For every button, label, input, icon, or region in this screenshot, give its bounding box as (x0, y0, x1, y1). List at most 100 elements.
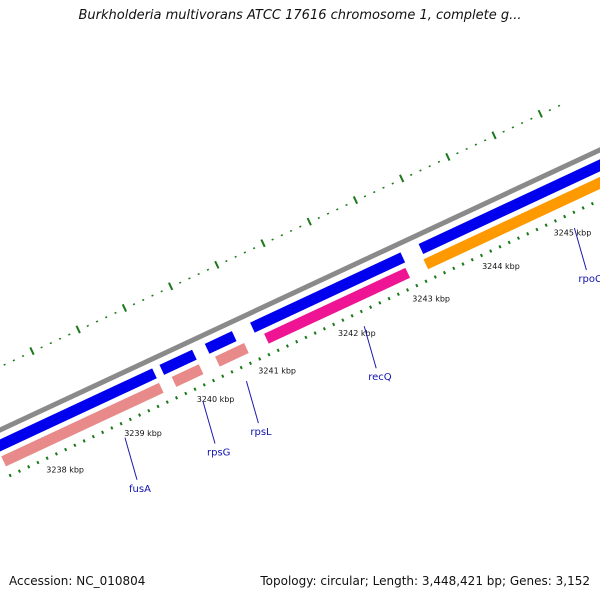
inner-tick-mark (461, 262, 465, 266)
inner-tick-mark (350, 314, 354, 318)
inner-tick-mark (359, 309, 363, 314)
outer-tick-mark (114, 311, 117, 315)
backbone-track (0, 147, 600, 433)
outer-tick-mark (151, 294, 154, 297)
scale-tick-label: 3242 kbp (338, 329, 376, 338)
inner-tick-mark (452, 266, 456, 271)
outer-tick-mark (141, 298, 145, 302)
outer-tick-mark (132, 303, 136, 306)
inner-tick-mark (27, 465, 31, 469)
label-layer: 3238 kbp 3239 kbp 3240 kbp 3241 kbp 3242 kbp… (46, 227, 600, 495)
inner-tick-mark (295, 339, 299, 344)
gene-label-leader (573, 227, 587, 271)
inner-tick-mark (526, 232, 530, 236)
outer-tick-mark (520, 121, 524, 125)
inner-tick-mark (378, 301, 382, 305)
inner-tick-mark (165, 400, 169, 404)
inner-tick-mark (54, 452, 58, 456)
inner-tick-mark (8, 473, 12, 478)
outer-tick-mark (317, 216, 321, 220)
cds-arrow (0, 368, 157, 452)
gene-label-leader (245, 380, 259, 424)
inner-tick-ring (8, 201, 594, 478)
inner-tick-mark (119, 421, 123, 426)
outer-tick-mark (428, 165, 431, 168)
outer-tick-mark (419, 169, 422, 172)
gene-label-rpoC: rpoC (578, 274, 600, 285)
outer-tick-mark (557, 104, 561, 107)
outer-tick-mark (474, 143, 478, 146)
outer-tick-mark (49, 342, 53, 345)
outer-tick-mark (234, 255, 237, 258)
outer-tick-mark (160, 290, 163, 293)
outer-tick-mark (530, 117, 533, 120)
outer-tick-mark (68, 333, 71, 336)
inner-tick-mark (45, 456, 49, 460)
inner-tick-mark (563, 214, 567, 219)
inner-tick-mark (91, 434, 95, 439)
inner-tick-mark (415, 283, 419, 288)
scale-tick-label: 3244 kbp (482, 262, 520, 271)
inner-tick-mark (553, 219, 557, 223)
scale-tick-label: 3238 kbp (46, 465, 84, 474)
inner-tick-mark (156, 404, 160, 409)
outer-tick-mark (306, 217, 312, 226)
inner-tick-mark (17, 469, 21, 473)
inner-tick-mark (489, 249, 493, 253)
inner-tick-mark (507, 240, 511, 245)
inner-tick-mark (387, 296, 391, 301)
outer-tick-mark (373, 190, 376, 194)
inner-tick-mark (82, 439, 86, 443)
outer-tick-mark (58, 337, 62, 340)
inner-tick-mark (470, 257, 474, 262)
outer-tick-mark (345, 203, 348, 207)
inner-tick-mark (147, 408, 151, 413)
outer-tick-mark (178, 281, 182, 284)
outer-tick-mark (437, 160, 441, 163)
outer-tick-mark (445, 152, 451, 161)
inner-tick-mark (230, 370, 234, 374)
gene-label-leader (363, 326, 377, 369)
outer-tick-mark (3, 363, 6, 366)
gene-label-leader (124, 437, 138, 480)
gene-arrow-fusA (1, 382, 164, 467)
inner-tick-mark (239, 365, 243, 370)
outer-tick-mark (95, 320, 99, 323)
outer-tick-mark (399, 174, 405, 183)
outer-tick-mark (352, 195, 359, 205)
outer-tick-mark (391, 182, 394, 185)
outer-tick-mark (502, 130, 505, 133)
outer-tick-mark (105, 316, 108, 319)
cds-arrow (159, 349, 197, 375)
gene-label-recQ: recQ (368, 372, 392, 383)
outer-tick-mark (260, 239, 266, 248)
outer-tick-mark (548, 109, 552, 112)
outer-tick-mark (86, 324, 89, 327)
backbone-line (0, 147, 600, 433)
gene-arrow-rpoC (423, 176, 600, 270)
outer-tick-mark (326, 212, 330, 215)
inner-tick-mark (313, 331, 317, 335)
outer-tick-mark (537, 109, 543, 118)
accession-text: Accession: NC_010804 (9, 574, 146, 588)
inner-tick-mark (341, 318, 345, 322)
inner-tick-mark (138, 413, 142, 417)
gene-track (1, 176, 600, 467)
outer-tick-mark (289, 229, 293, 233)
gene-label-rpsL: rpsL (250, 427, 272, 438)
inner-tick-mark (174, 396, 179, 400)
gene-label-leader (202, 401, 216, 444)
gene-label-rpsG: rpsG (207, 448, 230, 459)
scale-tick-label: 3245 kbp (554, 229, 592, 238)
inner-tick-mark (101, 430, 105, 435)
cds-arrow (250, 252, 406, 333)
inner-tick-mark (516, 236, 520, 240)
inner-tick-mark (535, 227, 539, 232)
inner-tick-mark (276, 348, 280, 353)
outer-tick-mark (271, 238, 274, 241)
outer-tick-mark (511, 126, 515, 129)
map-title: Burkholderia multivorans ATCC 17616 chro… (78, 8, 522, 23)
inner-tick-mark (304, 335, 308, 340)
outer-tick-mark (12, 359, 16, 362)
